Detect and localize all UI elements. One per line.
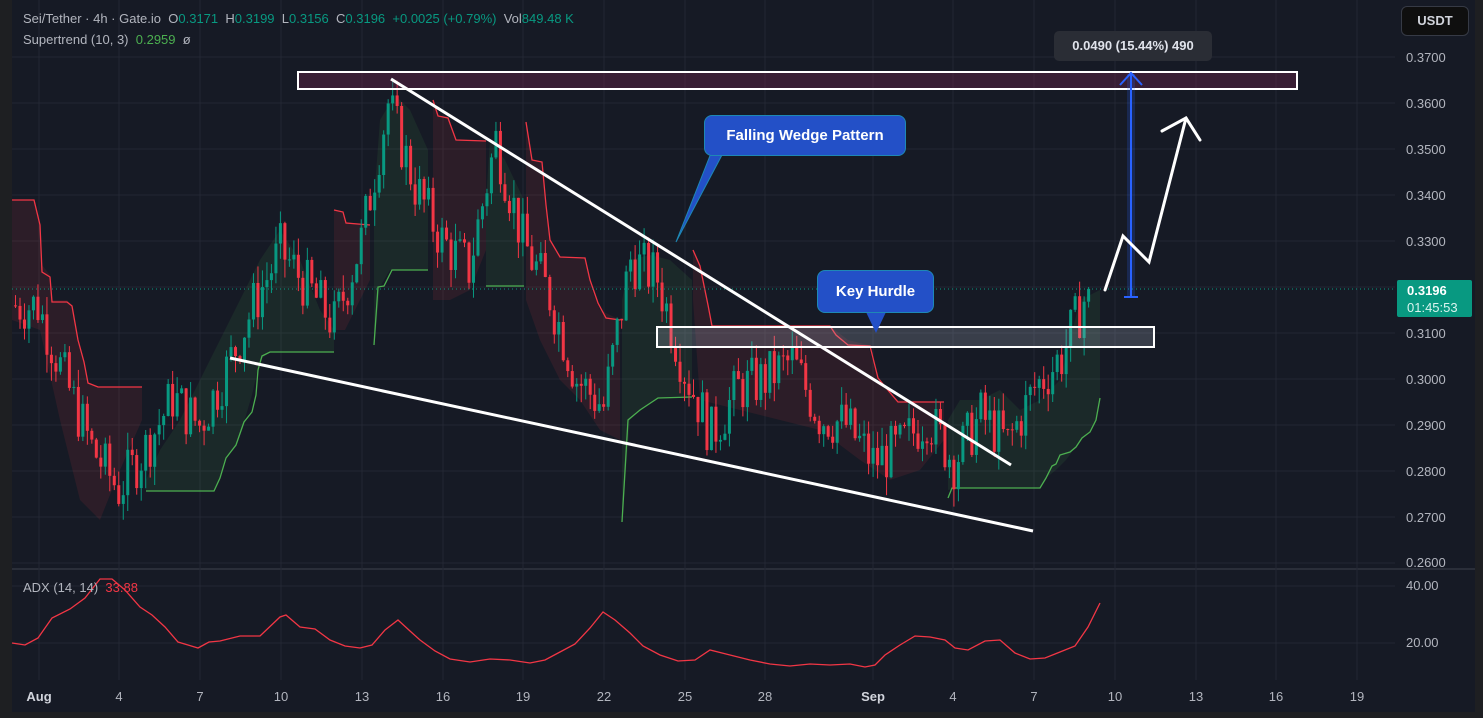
grid bbox=[12, 0, 1395, 680]
x-tick: 4 bbox=[949, 689, 957, 704]
y-tick: 0.2600 bbox=[1406, 555, 1446, 570]
adx-line bbox=[11, 578, 1101, 668]
x-tick: 10 bbox=[273, 689, 289, 704]
y-tick: 0.2700 bbox=[1406, 510, 1446, 525]
adx-tick: 40.00 bbox=[1406, 578, 1439, 593]
key-hurdle-callout[interactable]: Key Hurdle bbox=[817, 270, 934, 313]
currency-button[interactable]: USDT bbox=[1401, 6, 1469, 36]
x-tick: 19 bbox=[515, 689, 531, 704]
key-hurdle-callout-tail bbox=[866, 312, 886, 333]
y-tick: 0.3500 bbox=[1406, 142, 1446, 157]
falling-wedge-callout[interactable]: Falling Wedge Pattern bbox=[704, 115, 906, 156]
symbol-legend[interactable]: Sei/Tether · 4h · Gate.io O0.3171 H0.319… bbox=[23, 11, 574, 26]
supertrend-extra: ø bbox=[182, 32, 191, 47]
resistance-zone[interactable] bbox=[297, 71, 1298, 90]
close-value: 0.3196 bbox=[345, 11, 386, 26]
x-tick: 28 bbox=[757, 689, 773, 704]
last-price-value: 0.3196 bbox=[1407, 283, 1447, 298]
x-tick: 7 bbox=[196, 689, 204, 704]
open-label: O bbox=[168, 11, 179, 26]
y-tick: 0.2800 bbox=[1406, 464, 1446, 479]
change-value: +0.0025 (+0.79%) bbox=[392, 11, 497, 26]
x-tick: 22 bbox=[596, 689, 612, 704]
symbol-title: Sei/Tether · 4h · Gate.io bbox=[23, 11, 162, 26]
x-tick: 25 bbox=[677, 689, 693, 704]
bar-countdown: 01:45:53 bbox=[1407, 300, 1458, 315]
adx-legend[interactable]: ADX (14, 14) 33.88 bbox=[23, 580, 138, 595]
x-tick: 7 bbox=[1030, 689, 1038, 704]
bottom-edge bbox=[0, 712, 1483, 718]
x-tick: 19 bbox=[1349, 689, 1365, 704]
y-tick: 0.3100 bbox=[1406, 326, 1446, 341]
high-label: H bbox=[225, 11, 235, 26]
last-price-tag: 0.3196 01:45:53 bbox=[1397, 280, 1472, 317]
supertrend-label: Supertrend (10, 3) bbox=[23, 32, 129, 47]
supertrend-legend[interactable]: Supertrend (10, 3) 0.2959 ø bbox=[23, 32, 191, 47]
key-hurdle-zone[interactable] bbox=[656, 326, 1155, 348]
x-tick: 16 bbox=[435, 689, 451, 704]
adx-value: 33.88 bbox=[105, 580, 138, 595]
low-value: 0.3156 bbox=[289, 11, 329, 26]
supertrend-value: 0.2959 bbox=[135, 32, 176, 47]
wedge-upper-trendline[interactable] bbox=[390, 77, 1012, 467]
low-label: L bbox=[281, 11, 289, 26]
x-tick: 16 bbox=[1268, 689, 1284, 704]
adx-tick: 20.00 bbox=[1406, 635, 1439, 650]
close-label: C bbox=[336, 11, 346, 26]
supertrend-line bbox=[12, 99, 1101, 523]
y-tick: 0.3300 bbox=[1406, 234, 1446, 249]
projection-arrow[interactable] bbox=[1103, 116, 1202, 292]
volume-value: 849.48 K bbox=[521, 11, 574, 26]
adx-label: ADX (14, 14) bbox=[23, 580, 99, 595]
y-tick: 0.3000 bbox=[1406, 372, 1446, 387]
x-tick: 4 bbox=[115, 689, 123, 704]
volume-label: Vol bbox=[503, 11, 522, 26]
wedge-lower-trendline[interactable] bbox=[229, 356, 1034, 533]
x-tick: 10 bbox=[1107, 689, 1123, 704]
price-range-measure[interactable] bbox=[1119, 71, 1143, 298]
y-tick: 0.3700 bbox=[1406, 50, 1446, 65]
measure-label: 0.0490 (15.44%) 490 bbox=[1054, 31, 1212, 61]
y-tick: 0.2900 bbox=[1406, 418, 1446, 433]
y-tick: 0.3600 bbox=[1406, 96, 1446, 111]
supertrend-fill bbox=[12, 95, 1100, 522]
x-tick: 13 bbox=[354, 689, 370, 704]
left-edge bbox=[0, 0, 12, 718]
right-edge bbox=[1475, 0, 1483, 718]
y-tick: 0.3400 bbox=[1406, 188, 1446, 203]
open-value: 0.3171 bbox=[178, 11, 219, 26]
x-tick: 13 bbox=[1188, 689, 1204, 704]
x-tick: Aug bbox=[26, 689, 52, 704]
x-tick: Sep bbox=[861, 689, 885, 704]
candlestick-series[interactable] bbox=[14, 78, 1091, 520]
high-value: 0.3199 bbox=[234, 11, 275, 26]
